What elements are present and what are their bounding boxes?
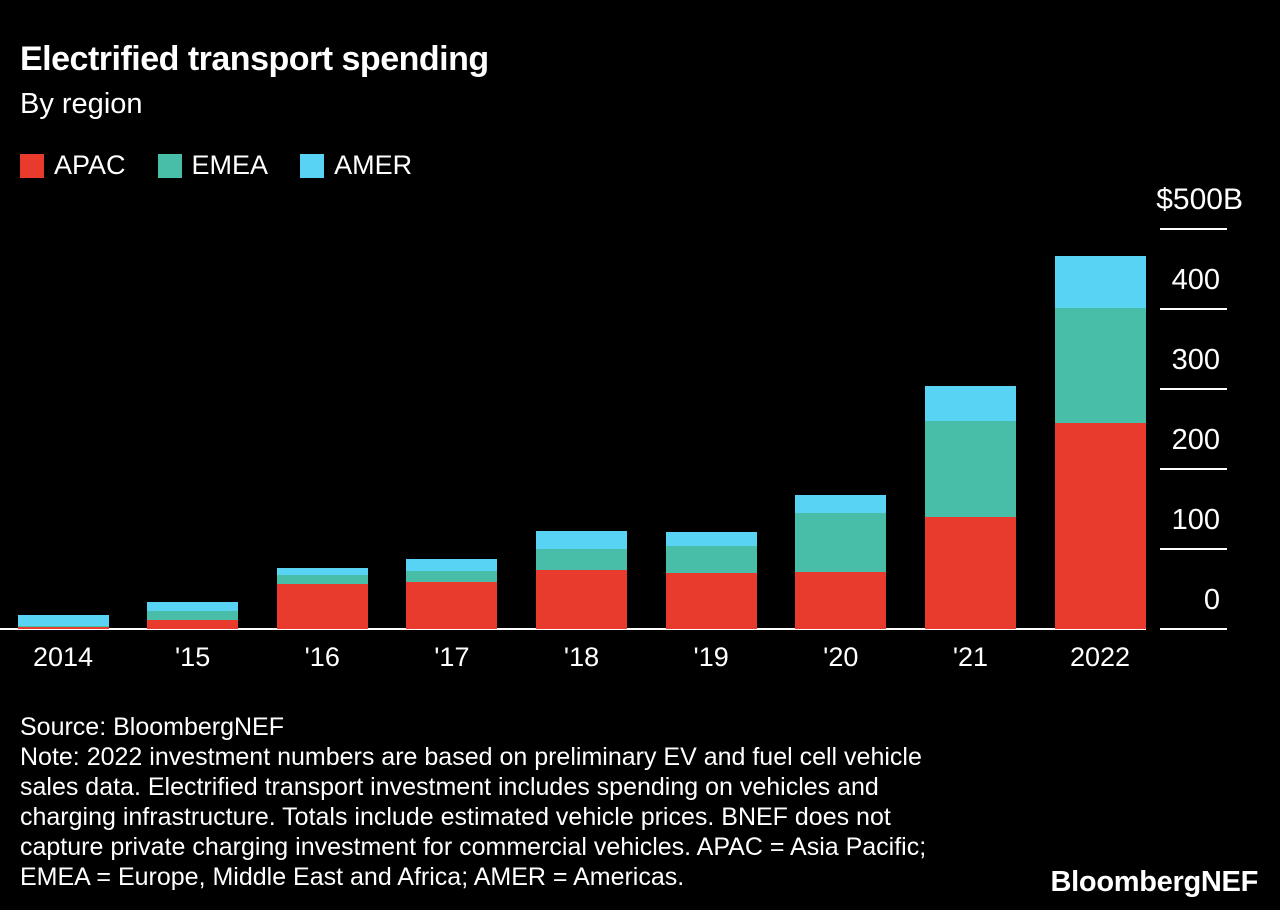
- bar-segment-apac-15: [147, 620, 239, 629]
- legend-item-apac: APAC: [20, 150, 126, 181]
- bar-segment-amer-18: [536, 531, 628, 549]
- bar-15: [147, 601, 239, 629]
- bar-segment-emea-16: [276, 575, 368, 585]
- legend: APAC EMEA AMER: [20, 150, 412, 181]
- chart-title: Electrified transport spending: [20, 40, 489, 78]
- bar-segment-apac-19: [665, 572, 757, 629]
- note-line: Note: 2022 investment numbers are based …: [20, 743, 922, 771]
- y-tick-line-100: [1160, 548, 1227, 550]
- bar-segment-amer-21: [924, 385, 1016, 421]
- bar-20: [795, 494, 887, 629]
- bloomberg-nef-logo: BloombergNEF: [1050, 866, 1259, 898]
- source-line: Source: BloombergNEF: [20, 713, 285, 741]
- bar-segment-apac-20: [795, 572, 887, 629]
- y-tick-line-500: [1160, 228, 1227, 230]
- bar-segment-apac-2022: [1054, 423, 1146, 629]
- bar-segment-apac-17: [406, 581, 498, 629]
- y-tick-label-300: 300: [1171, 344, 1220, 376]
- legend-item-emea: EMEA: [157, 150, 269, 181]
- bar-segment-emea-15: [147, 611, 239, 621]
- legend-label-emea: EMEA: [191, 150, 269, 180]
- x-axis-label-21: '21: [952, 642, 988, 672]
- legend-swatch-amer: [300, 153, 325, 178]
- y-tick-label-500: $500B: [1156, 183, 1243, 216]
- bar-19: [665, 532, 757, 629]
- legend-swatch-apac: [20, 153, 44, 178]
- bar-segment-amer-17: [406, 558, 498, 571]
- legend-label-apac: APAC: [54, 150, 126, 180]
- x-axis-baseline: [0, 628, 1146, 630]
- bar-segment-emea-2014: [17, 625, 109, 627]
- bar-segment-emea-20: [795, 512, 887, 573]
- bar-2022: [1054, 256, 1146, 629]
- legend-item-amer: AMER: [300, 150, 412, 181]
- x-axis-label-17: '17: [434, 642, 470, 672]
- legend-swatch-emea: [157, 153, 182, 178]
- bar-segment-amer-16: [276, 568, 368, 576]
- bar-16: [276, 568, 368, 629]
- x-axis-label-19: '19: [693, 642, 729, 672]
- bar-segment-emea-19: [665, 545, 757, 573]
- bar-segment-emea-17: [406, 570, 498, 582]
- bar-18: [536, 531, 628, 629]
- legend-label-amer: AMER: [334, 150, 413, 180]
- bar-segment-apac-21: [924, 516, 1016, 629]
- note-line: EMEA = Europe, Middle East and Africa; A…: [20, 863, 685, 891]
- x-axis-label-2022: 2022: [1069, 642, 1131, 672]
- note-line: capture private charging investment for …: [20, 833, 927, 861]
- bar-21: [924, 385, 1016, 629]
- footer-notes: Source: BloombergNEF Note: 2022 investme…: [20, 712, 926, 892]
- y-tick-label-200: 200: [1171, 424, 1220, 456]
- note-line: charging infrastructure. Totals include …: [20, 803, 891, 831]
- x-axis-label-18: '18: [563, 642, 600, 672]
- x-axis-label-16: '16: [304, 642, 340, 672]
- y-tick-line-400: [1160, 308, 1227, 310]
- bar-segment-amer-2022: [1054, 256, 1146, 309]
- chart-subtitle: By region: [20, 88, 143, 120]
- bar-segment-amer-19: [665, 532, 757, 546]
- y-tick-line-200: [1160, 468, 1227, 470]
- x-axis-label-15: '15: [175, 642, 211, 672]
- bar-segment-amer-15: [147, 601, 239, 612]
- bar-segment-apac-2014: [17, 626, 109, 629]
- bar-segment-emea-2022: [1054, 308, 1146, 424]
- y-tick-line-300: [1160, 388, 1227, 390]
- bar-segment-amer-2014: [17, 614, 109, 626]
- bar-segment-apac-18: [536, 569, 628, 629]
- note-line: sales data. Electrified transport invest…: [20, 773, 879, 801]
- bar-segment-emea-18: [536, 548, 628, 570]
- x-axis-label-20: '20: [823, 642, 859, 672]
- x-axis-label-2014: 2014: [32, 642, 94, 672]
- bar-17: [406, 558, 498, 629]
- bar-2014: [17, 614, 109, 629]
- y-tick-label-0: 0: [1203, 584, 1220, 616]
- y-tick-line-0: [1160, 628, 1227, 630]
- bar-segment-emea-21: [924, 420, 1016, 517]
- bar-segment-apac-16: [276, 584, 368, 629]
- bar-segment-amer-20: [795, 494, 887, 513]
- y-tick-label-400: 400: [1171, 264, 1220, 296]
- y-tick-label-100: 100: [1171, 504, 1220, 536]
